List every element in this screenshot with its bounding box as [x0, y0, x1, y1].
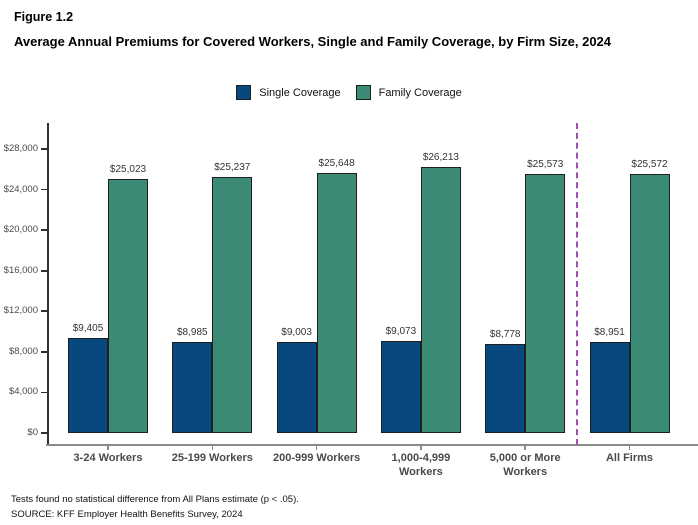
bar-single-coverage	[589, 342, 630, 433]
y-tick-label: $20,000	[3, 224, 38, 236]
y-tick-label: $8,000	[8, 345, 38, 357]
y-tick-label: $16,000	[3, 264, 38, 276]
x-tick-mark	[211, 445, 214, 450]
bar-value-label: $25,648	[318, 157, 355, 169]
figure-number: Figure 1.2	[14, 10, 74, 24]
bar-value-label: $9,073	[385, 325, 417, 337]
bar-single-coverage	[380, 340, 421, 433]
y-tick-mark	[41, 188, 47, 191]
bar-family-coverage	[525, 173, 566, 433]
x-category-label: 1,000-4,999 Workers	[391, 452, 451, 478]
bar-value-label: $25,023	[109, 164, 147, 176]
legend-label: Single Coverage	[259, 86, 341, 99]
bar-family-coverage	[420, 167, 461, 433]
x-category-label: 200-999 Workers	[272, 452, 361, 464]
footer-note: Tests found no statistical difference fr…	[11, 494, 299, 505]
legend-item-single-coverage: Single Coverage	[236, 85, 341, 100]
y-tick-label: $24,000	[3, 183, 38, 195]
figure-title: Average Annual Premiums for Covered Work…	[14, 34, 612, 49]
family-coverage-swatch	[355, 85, 371, 100]
y-tick-label: $12,000	[3, 305, 38, 317]
bar-value-label: $9,003	[281, 326, 312, 338]
x-category-label: 25-199 Workers	[171, 452, 253, 464]
bar-single-coverage	[172, 341, 213, 433]
y-tick-mark	[41, 432, 47, 434]
footer-source: SOURCE: KFF Employer Health Benefits Sur…	[11, 509, 243, 520]
bar-value-label: $26,213	[422, 152, 459, 164]
y-tick-mark	[41, 310, 47, 313]
bar-family-coverage	[316, 172, 357, 433]
x-axis-line	[46, 444, 698, 447]
bar-family-coverage	[108, 179, 148, 433]
y-tick-mark	[41, 269, 47, 272]
bar-single-coverage	[68, 337, 108, 433]
y-tick-label: $28,000	[3, 143, 38, 154]
x-tick-mark	[628, 445, 631, 450]
bar-value-label: $25,572	[631, 158, 668, 170]
bar-family-coverage	[212, 177, 253, 433]
x-category-label: 3-24 Workers	[73, 452, 143, 464]
y-tick-mark	[41, 391, 47, 394]
bar-single-coverage	[276, 341, 317, 433]
y-tick-label: $0	[27, 427, 38, 438]
y-tick-mark	[41, 351, 47, 353]
bar-value-label: $25,237	[214, 162, 251, 174]
x-tick-mark	[420, 445, 422, 450]
all-firms-separator-line	[576, 123, 578, 445]
bar-value-label: $8,778	[489, 328, 521, 340]
y-tick-label: $4,000	[8, 386, 38, 398]
bar-value-label: $8,985	[177, 326, 208, 338]
x-tick-mark	[524, 445, 526, 450]
x-tick-mark	[107, 445, 109, 450]
y-axis-line	[47, 123, 49, 445]
x-category-label: All Firms	[605, 452, 654, 464]
legend-label: Family Coverage	[378, 86, 462, 99]
bar-value-label: $9,405	[72, 322, 104, 334]
single-coverage-swatch	[236, 85, 252, 100]
bar-family-coverage	[629, 173, 670, 433]
y-tick-mark	[41, 229, 47, 231]
legend-item-family-coverage: Family Coverage	[355, 85, 462, 100]
chart-legend: Single Coverage Family Coverage	[0, 85, 698, 100]
y-tick-mark	[41, 148, 47, 150]
bar-value-label: $8,951	[594, 327, 625, 339]
x-tick-mark	[315, 445, 318, 450]
bar-single-coverage	[485, 343, 526, 433]
x-category-label: 5,000 or More Workers	[489, 452, 561, 478]
bar-value-label: $25,573	[527, 158, 564, 170]
